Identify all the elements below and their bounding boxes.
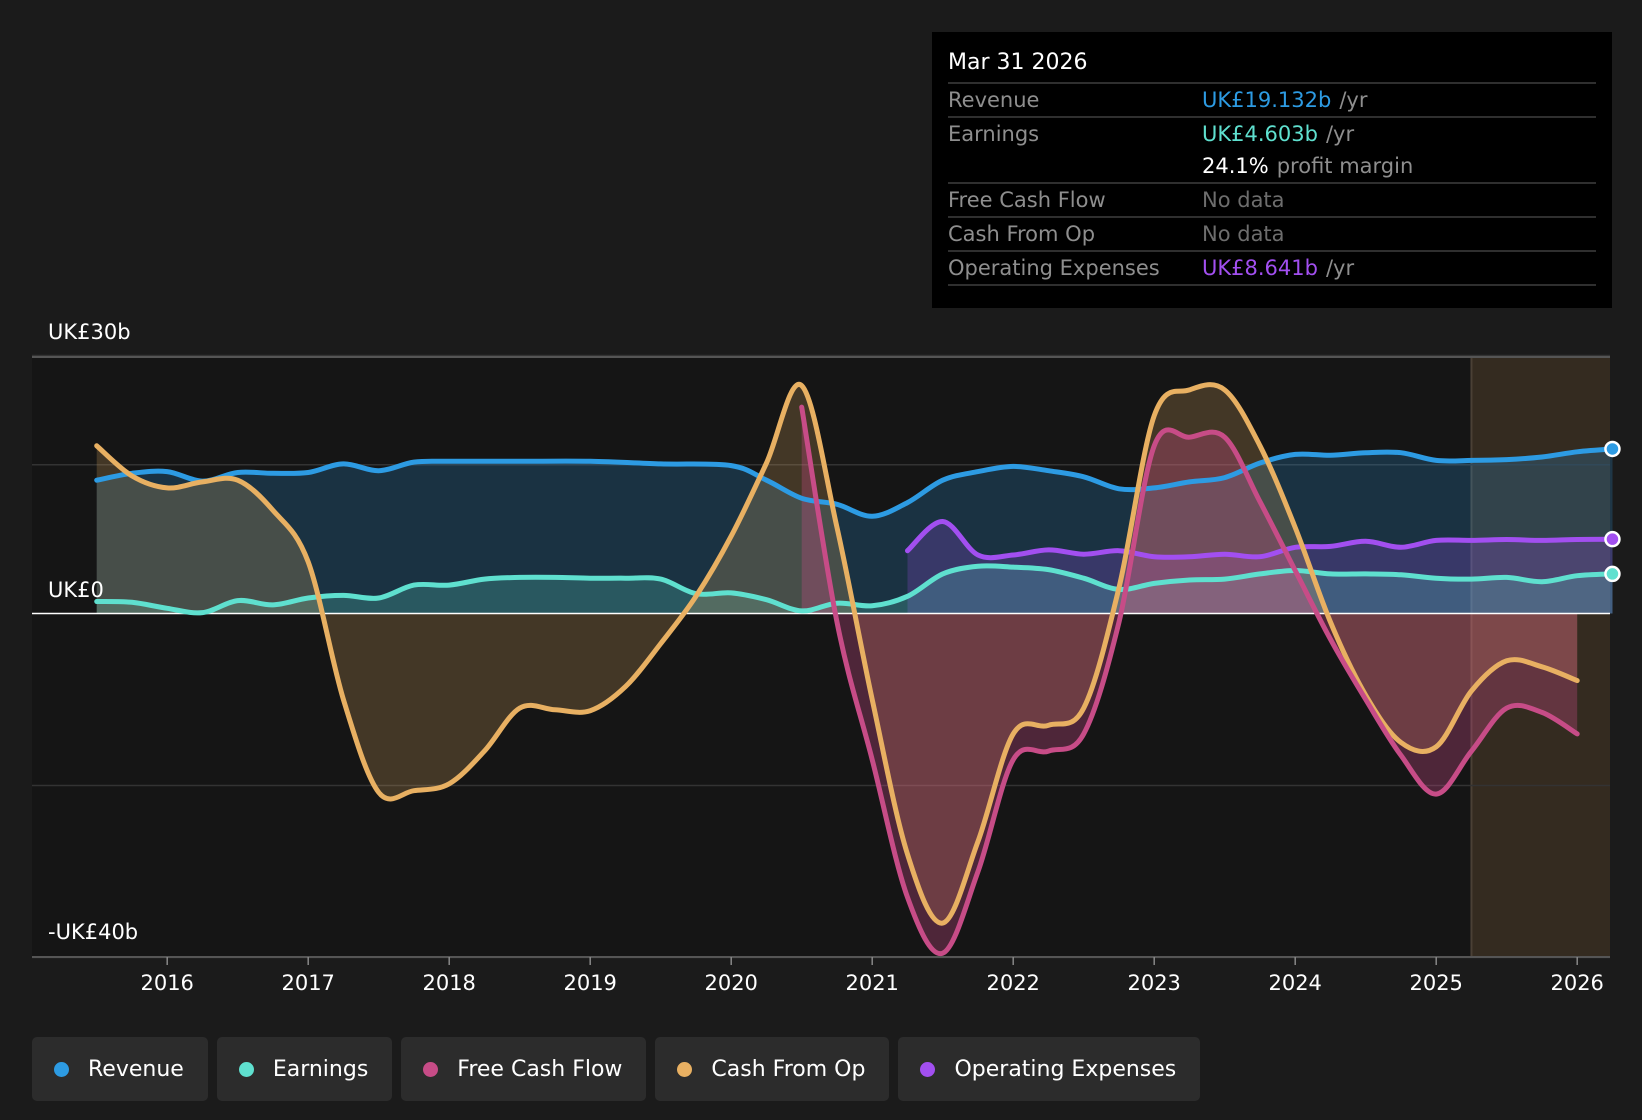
tooltip-row-opex: Operating Expenses UK£8.641b/yr <box>948 250 1596 286</box>
x-tick-label: 2017 <box>281 971 334 995</box>
x-tick-label: 2019 <box>563 971 616 995</box>
revenue-end-marker <box>1604 440 1621 458</box>
legend-label: Cash From Op <box>711 1056 866 1082</box>
tooltip-value: No data <box>1202 188 1285 212</box>
tooltip-value: UK£19.132b <box>1202 88 1332 112</box>
tooltip-unit: /yr <box>1339 88 1368 112</box>
x-tick-label: 2021 <box>845 971 898 995</box>
free-cash-flow-area <box>801 407 1578 954</box>
tooltip-row-margin: 24.1% profit margin <box>948 150 1596 182</box>
tooltip-row-fcf: Free Cash Flow No data <box>948 182 1596 216</box>
legend-item-cash-from-op[interactable]: Cash From Op <box>655 1037 890 1101</box>
tooltip-row-earnings: Earnings UK£4.603b/yr <box>948 116 1596 150</box>
x-tick-label: 2020 <box>704 971 757 995</box>
operating-expenses-area <box>907 521 1613 614</box>
revenue-area <box>96 449 1613 614</box>
x-tick-label: 2023 <box>1127 971 1180 995</box>
legend-label: Operating Expenses <box>954 1056 1177 1082</box>
tooltip-value: UK£8.641b <box>1202 256 1318 280</box>
free-cash-flow-dot-icon <box>423 1061 439 1077</box>
tooltip-unit: /yr <box>1325 256 1355 280</box>
tooltip-row-revenue: Revenue UK£19.132b/yr <box>948 82 1596 116</box>
legend-label: Revenue <box>88 1056 184 1082</box>
x-tick-label: 2025 <box>1409 971 1462 995</box>
revenue-line <box>94 446 1615 519</box>
tooltip-label: Earnings <box>948 122 1040 146</box>
operating-expenses-dot-icon <box>920 1061 936 1077</box>
earnings-dot-icon <box>238 1061 254 1077</box>
legend-item-operating-expenses[interactable]: Operating Expenses <box>898 1037 1201 1101</box>
x-tick-label: 2022 <box>986 971 1039 995</box>
cash-from-op-line <box>94 381 1580 926</box>
y-label-top: UK£30b <box>48 320 131 344</box>
legend-item-earnings[interactable]: Earnings <box>216 1037 393 1101</box>
tooltip: Mar 31 2026 Revenue UK£19.132b/yr Earnin… <box>932 32 1612 308</box>
y-label-bottom: -UK£40b <box>48 920 139 944</box>
tooltip-label: Free Cash Flow <box>948 188 1106 212</box>
tooltip-value: No data <box>1202 222 1285 246</box>
tooltip-date: Mar 31 2026 <box>948 50 1088 75</box>
legend-label: Free Cash Flow <box>457 1056 623 1082</box>
legend-label: Earnings <box>272 1056 369 1082</box>
earnings-area <box>96 565 1613 614</box>
tooltip-value: 24.1% <box>1202 154 1269 178</box>
operating-expenses-line <box>905 519 1615 561</box>
tooltip-unit: profit margin <box>1276 154 1414 178</box>
x-tick-label: 2026 <box>1550 971 1603 995</box>
free-cash-flow-line <box>799 404 1580 956</box>
tooltip-label: Cash From Op <box>948 222 1096 246</box>
tooltip-unit: /yr <box>1325 122 1355 146</box>
x-tick-label: 2018 <box>422 971 475 995</box>
earnings-end-marker <box>1604 565 1621 583</box>
cash-from-op-dot-icon <box>677 1061 693 1077</box>
cash-from-op-area <box>96 384 1578 924</box>
legend-item-free-cash-flow[interactable]: Free Cash Flow <box>401 1037 647 1101</box>
tooltip-label: Operating Expenses <box>948 256 1160 280</box>
tooltip-row-cfo: Cash From Op No data <box>948 216 1596 250</box>
tooltip-label: Revenue <box>948 88 1040 112</box>
revenue-dot-icon <box>54 1061 69 1077</box>
operating-expenses-end-marker <box>1604 530 1621 548</box>
x-tick-label: 2024 <box>1268 971 1321 995</box>
tooltip-value: UK£4.603b <box>1202 122 1318 146</box>
legend-item-revenue[interactable]: Revenue <box>32 1037 208 1101</box>
y-label-zero: UK£0 <box>48 578 104 602</box>
x-tick-label: 2016 <box>140 971 193 995</box>
legend: Revenue Earnings Free Cash Flow Cash Fro… <box>32 1037 1201 1101</box>
